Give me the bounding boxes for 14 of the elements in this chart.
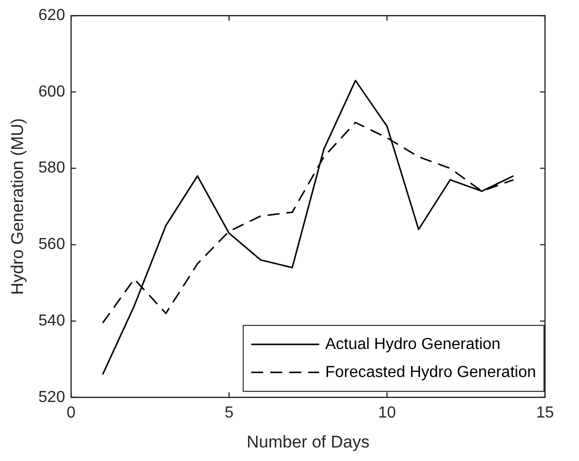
legend-label: Forecasted Hydro Generation <box>325 364 536 381</box>
x-axis-title: Number of Days <box>246 432 370 452</box>
y-axis-title: Hydro Generation (MU) <box>8 118 27 295</box>
legend-label: Actual Hydro Generation <box>325 336 500 353</box>
y-tick-label: 600 <box>38 83 66 100</box>
x-tick-label: 0 <box>66 404 76 422</box>
x-tick-label: 10 <box>378 404 396 422</box>
y-tick-label: 620 <box>38 7 66 24</box>
y-tick-label: 560 <box>38 236 66 254</box>
x-tick-label: 15 <box>536 404 554 422</box>
y-tick-label: 520 <box>38 388 66 406</box>
x-tick-label: 5 <box>224 404 234 422</box>
y-tick-label: 580 <box>38 160 66 177</box>
y-tick-label: 540 <box>38 312 66 330</box>
